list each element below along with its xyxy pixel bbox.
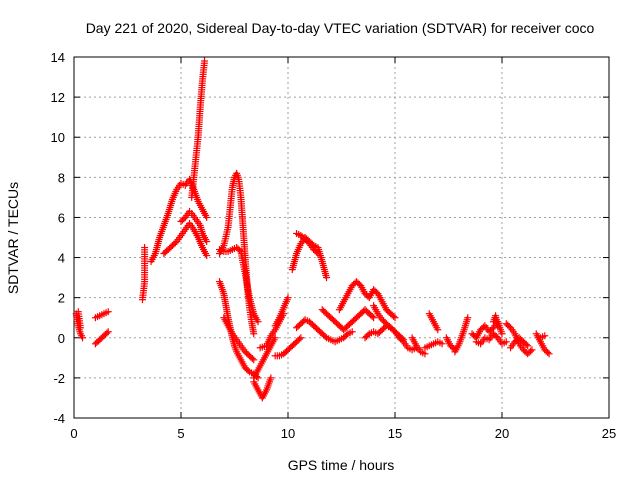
data-point <box>104 308 112 316</box>
y-axis-label: SDTVAR / TECUs <box>5 182 21 294</box>
data-point <box>348 328 356 336</box>
data-point <box>541 332 549 340</box>
x-tick-label: 20 <box>495 426 509 441</box>
data-point <box>254 318 262 326</box>
data-point <box>203 252 211 260</box>
y-tick-label: 14 <box>51 50 65 65</box>
data-point <box>421 350 429 358</box>
data-point <box>391 314 399 322</box>
data-point <box>498 330 506 338</box>
data-point <box>434 326 442 334</box>
data-point <box>400 336 408 344</box>
y-tick-label: 2 <box>58 291 65 306</box>
y-tick-label: -2 <box>53 371 65 386</box>
data-point <box>203 213 211 221</box>
data-point <box>295 335 303 343</box>
data-point <box>248 355 256 363</box>
data-point <box>297 334 305 342</box>
data-point <box>235 246 243 254</box>
grid <box>74 57 609 418</box>
data-point <box>203 238 211 246</box>
data-point <box>522 340 530 348</box>
data-point <box>524 342 532 350</box>
axis-ticks: 0 5 10 15 20 25 -4 -2 0 2 4 6 8 10 12 14 <box>51 50 617 441</box>
x-axis-label: GPS time / hours <box>288 457 395 473</box>
data-point <box>528 346 536 354</box>
data-point <box>314 250 322 258</box>
data-point <box>250 330 258 338</box>
data-point <box>323 274 331 282</box>
chart-title: Day 221 of 2020, Sidereal Day-to-day VTE… <box>86 20 595 36</box>
y-tick-label: 10 <box>51 130 65 145</box>
data-point <box>284 294 292 302</box>
data-point <box>527 347 535 355</box>
data-point <box>545 350 553 358</box>
data-point <box>250 356 258 364</box>
y-tick-label: -4 <box>53 411 65 426</box>
data-point <box>244 367 252 375</box>
data-point <box>79 334 87 342</box>
x-tick-label: 0 <box>70 426 77 441</box>
data-point <box>267 374 275 382</box>
plot-area-frame <box>73 56 610 419</box>
x-tick-label: 15 <box>388 426 402 441</box>
data-point <box>321 332 329 340</box>
x-tick-label: 25 <box>602 426 616 441</box>
data-point <box>494 322 502 330</box>
data-point <box>364 331 372 339</box>
data-point <box>370 314 378 322</box>
data-point <box>398 334 406 342</box>
data-points <box>72 57 553 402</box>
data-point <box>390 312 398 320</box>
data-point <box>368 312 376 320</box>
data-point <box>141 244 149 252</box>
data-point <box>104 328 112 336</box>
y-tick-label: 0 <box>58 331 65 346</box>
y-tick-label: 12 <box>51 90 65 105</box>
y-tick-label: 8 <box>58 170 65 185</box>
data-point <box>201 57 209 65</box>
data-point <box>502 338 510 346</box>
data-point <box>103 329 111 337</box>
data-point <box>464 314 472 322</box>
data-point <box>313 248 321 256</box>
data-point <box>544 348 552 356</box>
data-point <box>342 331 350 339</box>
data-point <box>76 324 84 332</box>
y-tick-label: 4 <box>58 251 65 266</box>
y-tick-label: 6 <box>58 210 65 225</box>
x-tick-label: 10 <box>281 426 295 441</box>
data-point <box>438 340 446 348</box>
x-tick-label: 5 <box>177 426 184 441</box>
